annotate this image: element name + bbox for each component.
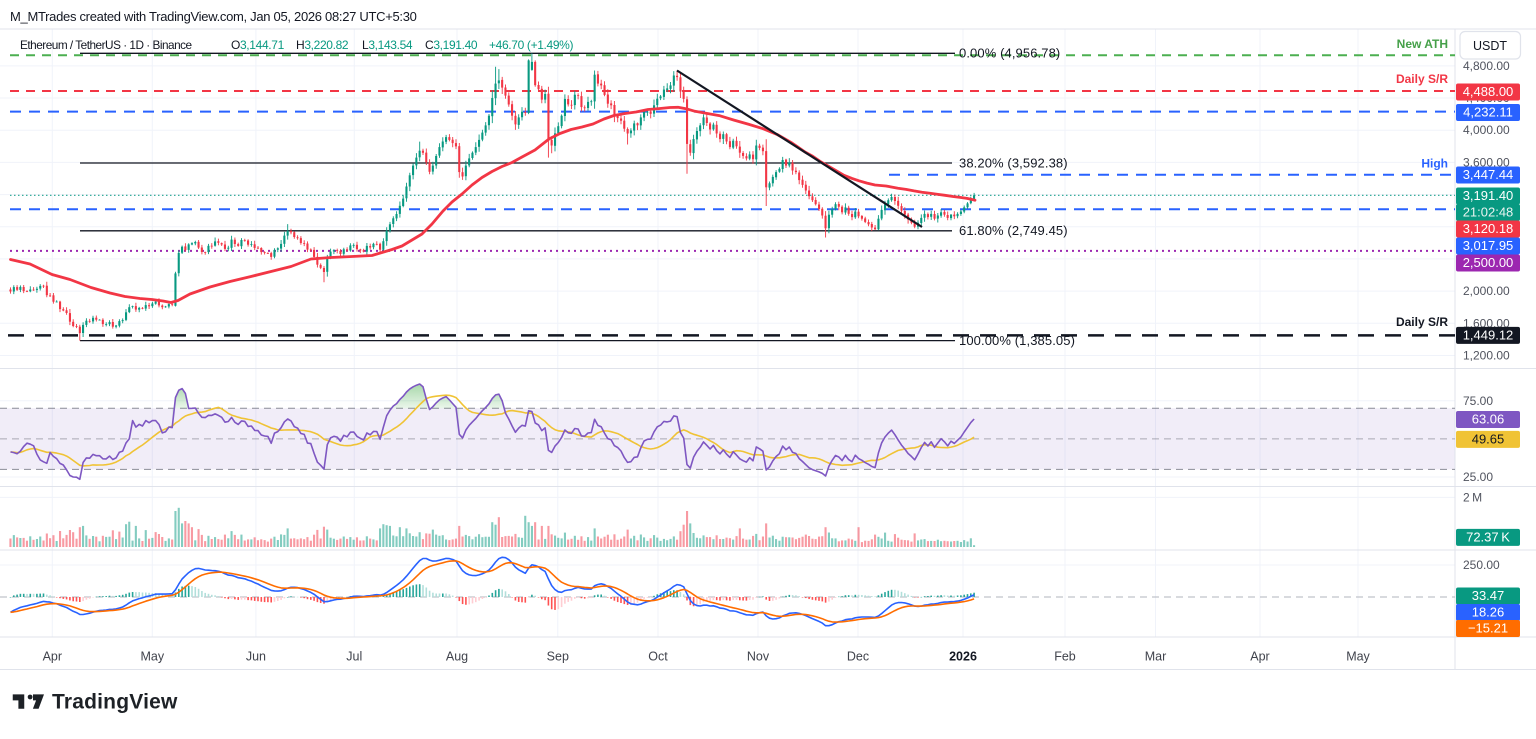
svg-text:Sep: Sep xyxy=(547,650,569,664)
svg-text:3,447.44: 3,447.44 xyxy=(1463,167,1514,182)
svg-text:2 M: 2 M xyxy=(1463,490,1482,504)
svg-text:Apr: Apr xyxy=(1250,650,1269,664)
svg-text:75.00: 75.00 xyxy=(1463,394,1493,408)
svg-text:38.20% (3,592.38): 38.20% (3,592.38) xyxy=(959,155,1068,170)
svg-text:4,000.00: 4,000.00 xyxy=(1463,123,1510,137)
svg-text:21:02:48: 21:02:48 xyxy=(1463,205,1514,220)
svg-text:4,488.00: 4,488.00 xyxy=(1463,84,1514,99)
svg-text:Daily S/R: Daily S/R xyxy=(1396,315,1448,329)
svg-text:H3,220.82: H3,220.82 xyxy=(296,38,349,52)
svg-text:May: May xyxy=(1346,650,1370,664)
svg-text:4,800.00: 4,800.00 xyxy=(1463,59,1510,73)
svg-text:2026: 2026 xyxy=(949,650,977,664)
svg-text:Feb: Feb xyxy=(1054,650,1076,664)
svg-text:25.00: 25.00 xyxy=(1463,470,1493,484)
svg-text:4,232.11: 4,232.11 xyxy=(1463,105,1513,120)
svg-text:3,017.95: 3,017.95 xyxy=(1463,238,1514,253)
svg-text:100.00% (1,385.05): 100.00% (1,385.05) xyxy=(959,333,1075,348)
svg-text:Dec: Dec xyxy=(847,650,869,664)
svg-text:3,600.00: 3,600.00 xyxy=(1463,155,1510,169)
svg-text:TradingView: TradingView xyxy=(52,691,178,714)
svg-text:3,191.40: 3,191.40 xyxy=(1463,188,1514,203)
svg-text:Mar: Mar xyxy=(1145,650,1167,664)
svg-text:L3,143.54: L3,143.54 xyxy=(362,38,413,52)
svg-text:Jul: Jul xyxy=(346,650,362,664)
svg-text:Ethereum / TetherUS · 1D · Bin: Ethereum / TetherUS · 1D · Binance xyxy=(20,38,193,52)
svg-text:Nov: Nov xyxy=(747,650,770,664)
svg-text:250.00: 250.00 xyxy=(1463,558,1500,572)
svg-text:+46.70 (+1.49%): +46.70 (+1.49%) xyxy=(489,38,574,52)
svg-text:63.06: 63.06 xyxy=(1472,412,1505,427)
svg-text:72.37 K: 72.37 K xyxy=(1466,530,1510,545)
svg-text:18.26: 18.26 xyxy=(1472,605,1505,620)
svg-text:2,500.00: 2,500.00 xyxy=(1463,255,1514,270)
svg-text:0.00% (4,956.78): 0.00% (4,956.78) xyxy=(959,46,1060,61)
svg-text:Oct: Oct xyxy=(648,650,668,664)
svg-text:49.65: 49.65 xyxy=(1472,432,1505,447)
svg-text:3,120.18: 3,120.18 xyxy=(1463,221,1514,236)
svg-text:1,200.00: 1,200.00 xyxy=(1463,349,1510,363)
svg-text:−15.21: −15.21 xyxy=(1468,621,1508,636)
svg-text:M_MTrades created with Trading: M_MTrades created with TradingView.com, … xyxy=(10,9,417,24)
svg-text:C3,191.40: C3,191.40 xyxy=(425,38,478,52)
svg-text:Jun: Jun xyxy=(246,650,266,664)
svg-text:2,000.00: 2,000.00 xyxy=(1463,284,1510,298)
svg-text:O3,144.71: O3,144.71 xyxy=(231,38,285,52)
svg-text:Aug: Aug xyxy=(446,650,468,664)
svg-text:USDT: USDT xyxy=(1473,39,1507,53)
svg-text:1,600.00: 1,600.00 xyxy=(1463,316,1510,330)
svg-text:New ATH: New ATH xyxy=(1397,37,1448,51)
svg-text:61.80% (2,749.45): 61.80% (2,749.45) xyxy=(959,223,1068,238)
svg-text:33.47: 33.47 xyxy=(1472,588,1505,603)
svg-text:1,449.12: 1,449.12 xyxy=(1463,328,1514,343)
svg-text:May: May xyxy=(140,650,164,664)
svg-text:Apr: Apr xyxy=(43,650,62,664)
svg-text:Daily S/R: Daily S/R xyxy=(1396,72,1448,86)
svg-text:High: High xyxy=(1421,157,1448,171)
